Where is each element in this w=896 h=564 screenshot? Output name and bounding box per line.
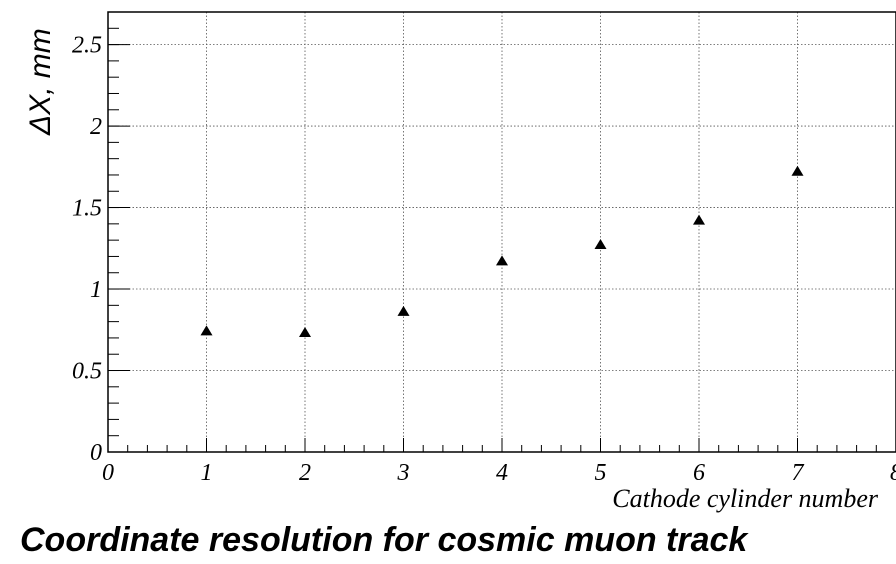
y-tick-label: 1 (90, 277, 102, 303)
y-tick-labels: 0 0.5 1 1.5 2 2.5 (72, 33, 102, 466)
data-point (299, 327, 311, 338)
minor-ticks (107, 11, 896, 453)
y-tick-label: 1.5 (72, 196, 102, 222)
y-tick-label: 2.5 (72, 33, 102, 59)
data-point (397, 305, 410, 316)
y-tick-label: 0.5 (72, 359, 102, 385)
data-point (693, 214, 705, 225)
x-tick-label: 5 (595, 460, 607, 486)
data-points (200, 165, 804, 338)
x-tick-label: 1 (201, 460, 213, 486)
x-tick-label: 6 (693, 460, 705, 486)
y-axis-label: ΔX, mm (24, 28, 57, 136)
x-tick-label: 0 (102, 460, 114, 486)
y-tick-label: 0 (90, 440, 102, 466)
x-tick-label: 8 (890, 460, 896, 486)
x-tick-label: 2 (299, 460, 311, 486)
x-tick-label: 4 (496, 460, 508, 486)
plot-frame (107, 11, 896, 453)
x-axis-label: Cathode cylinder number (612, 484, 879, 513)
x-tick-labels: 0 1 2 3 4 5 6 7 8 (102, 460, 896, 486)
data-point (594, 239, 607, 250)
data-point (791, 165, 804, 176)
x-tick-label: 3 (397, 460, 410, 486)
chart-title: Coordinate resolution for cosmic muon tr… (20, 521, 749, 559)
y-tick-label: 2 (90, 114, 102, 140)
x-tick-label: 7 (792, 460, 805, 486)
data-point (200, 325, 213, 336)
data-point (496, 255, 508, 266)
grid-lines (108, 12, 896, 452)
